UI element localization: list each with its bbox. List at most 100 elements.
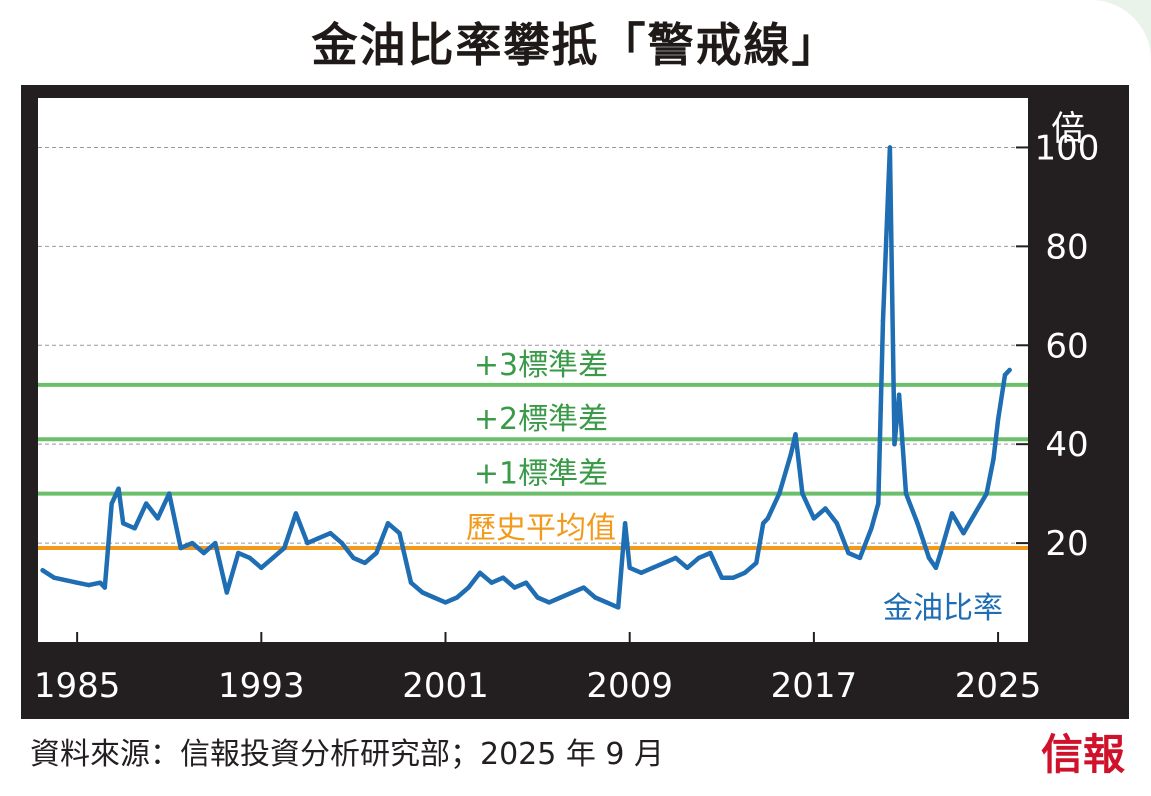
data-point [915,521,920,526]
data-point [788,451,794,457]
data-point [155,516,160,521]
data-point [224,590,229,595]
source-note: 資料來源：信報投資分析研究部；2025 年 9 月 [30,737,665,772]
data-point [86,582,91,588]
chart-title: 金油比率攀抵「警戒線」 [311,18,840,72]
data-point [385,521,391,526]
data-point [523,580,529,585]
data-point [880,318,886,323]
data-point [604,600,609,605]
x-tick-label: 1993 [218,666,305,706]
data-point [823,506,828,511]
data-point [97,580,103,585]
x-tick-label: 1985 [34,666,121,706]
data-point [351,555,356,561]
data-point [477,570,483,575]
data-point [708,550,713,556]
data-point [991,456,996,462]
data-point [857,555,863,561]
data-point [144,501,149,506]
data-point [673,555,678,561]
data-point [270,555,276,561]
data-point [466,585,471,590]
data-point [63,577,68,583]
data-point [846,550,851,556]
x-tick-label: 2001 [402,666,489,706]
data-point [190,540,195,546]
data-point [581,585,586,590]
data-point [236,550,241,556]
data-point [558,595,563,600]
data-point [259,565,264,571]
data-point [408,580,414,585]
data-point [622,521,628,526]
y-tick-label: 60 [1045,326,1088,366]
data-point [120,521,126,526]
data-point [293,511,299,516]
data-point [627,565,632,571]
data-point [116,486,121,491]
data-point [247,555,253,561]
x-tick-label: 2017 [771,666,858,706]
data-point [102,585,107,590]
data-point [592,595,598,600]
y-tick-label: 80 [1045,227,1088,267]
series-line [40,145,1012,610]
data-point [938,550,943,556]
data-point [569,590,575,595]
data-point [420,590,425,595]
data-point [811,516,817,521]
data-point [305,540,310,546]
data-point [512,585,517,590]
data-point [742,570,748,575]
data-point [178,545,183,551]
data-point [282,545,287,551]
data-point [431,595,437,600]
data-point [328,531,333,536]
x-tick-label: 2009 [586,666,673,706]
data-point [109,501,114,506]
data-point [685,565,690,571]
data-point [903,491,909,496]
data-point [793,432,798,437]
data-point [731,575,736,580]
data-point [754,560,759,566]
reference-label: +3標準差 [474,348,608,383]
data-point [615,605,621,610]
reference-label: 歷史平均值 [466,511,616,546]
data-point [777,491,782,496]
series-label: 金油比率 [883,591,1003,626]
data-point [362,560,368,566]
data-point [887,145,893,150]
data-point [500,575,506,580]
data-point [933,565,939,571]
data-point [316,535,322,541]
data-point [761,521,766,526]
data-point [1002,372,1008,378]
chart-frame: +3標準差 +2標準差 +1標準差 歷史平均值 20 40 60 80 100 1985 199… [21,85,1129,719]
data-point [696,555,701,561]
data-point [984,491,989,496]
data-point [972,511,978,516]
data-point [1007,367,1012,373]
data-point [765,516,771,521]
data-point [546,600,552,605]
y-axis: 20 40 60 80 100 [1016,128,1099,564]
data-point [132,526,137,531]
x-axis: 1985 1993 2001 2009 2017 2025 [34,632,1041,706]
data-point [719,575,724,580]
grid-lines [38,146,1028,544]
y-tick-label: 20 [1045,524,1088,564]
x-tick-label: 2025 [955,666,1042,706]
data-point [213,540,218,546]
data-point [961,531,966,536]
data-point [374,550,379,556]
data-point [995,417,1001,422]
data-point [650,565,655,571]
data-point [869,526,874,531]
data-point [51,575,57,580]
data-point [800,491,805,496]
